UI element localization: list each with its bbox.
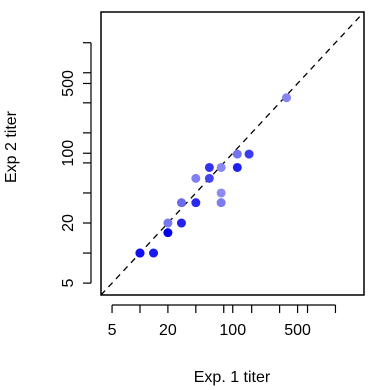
x-axis: 5 20 100 500	[108, 304, 337, 339]
data-point	[163, 228, 173, 238]
data-point	[176, 218, 186, 228]
data-point	[232, 162, 242, 172]
data-points	[135, 93, 292, 258]
data-point	[232, 149, 242, 159]
data-point	[244, 149, 254, 159]
y-tick-label: 20	[60, 214, 77, 232]
data-point	[282, 93, 292, 103]
plot-frame	[100, 11, 365, 296]
x-tick-label: 500	[284, 322, 311, 339]
x-tick-label: 5	[108, 322, 117, 339]
data-point	[135, 248, 145, 258]
data-point	[216, 188, 226, 198]
data-point	[176, 198, 186, 208]
y-tick-label: 100	[60, 140, 77, 167]
data-point	[163, 218, 173, 228]
y-tick-label: 500	[60, 70, 77, 97]
data-point	[204, 173, 214, 183]
x-axis-title: Exp. 1 titer	[194, 369, 271, 386]
y-tick-label: 5	[60, 279, 77, 288]
data-point	[191, 198, 201, 208]
x-tick-label: 20	[159, 322, 177, 339]
identity-reference-line	[100, 11, 365, 296]
x-tick-label: 100	[219, 322, 246, 339]
data-point	[204, 162, 214, 172]
data-point	[191, 173, 201, 183]
y-axis: 5 20 100 500	[60, 42, 92, 288]
data-point	[216, 162, 226, 172]
y-axis-title: Exp 2 titer	[3, 110, 20, 183]
plot-area	[100, 11, 365, 296]
data-point	[216, 198, 226, 208]
data-point	[149, 248, 159, 258]
